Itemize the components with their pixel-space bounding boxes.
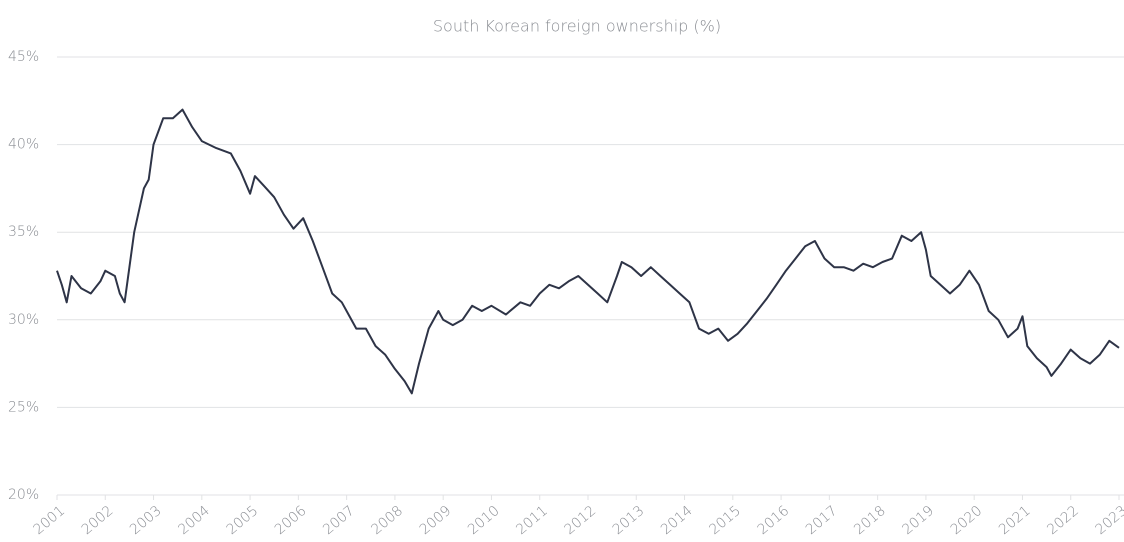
x-tick-label: 2004 (175, 503, 213, 538)
x-tick-label: 2016 (755, 503, 793, 538)
chart-title: South Korean foreign ownership (%) (433, 17, 721, 36)
y-tick-label: 35% (8, 224, 39, 240)
y-tick-label: 25% (8, 399, 39, 415)
x-tick-label: 2013 (610, 503, 648, 538)
x-tick-label: 2022 (1044, 503, 1082, 538)
x-tick-label: 2008 (368, 503, 406, 538)
y-tick-label: 45% (8, 49, 39, 65)
x-tick-label: 2012 (562, 503, 600, 538)
x-tick-label: 2002 (79, 503, 117, 538)
x-tick-label: 2001 (31, 503, 69, 538)
x-tick-label: 2021 (996, 503, 1034, 538)
x-tick-label: 2006 (272, 503, 310, 538)
x-tick-label: 2005 (224, 503, 262, 538)
x-tick-label: 2014 (658, 503, 696, 538)
x-tick-label: 2017 (803, 503, 841, 538)
x-tick-label: 2015 (706, 503, 744, 538)
x-tick-label: 2018 (851, 503, 889, 538)
x-tick-label: 2011 (513, 503, 551, 538)
x-tick-label: 2023 (1093, 503, 1124, 538)
x-tick-label: 2019 (899, 503, 937, 538)
x-tick-label: 2010 (465, 503, 503, 538)
x-tick-label: 2009 (417, 503, 455, 538)
y-tick-label: 20% (8, 487, 39, 503)
series-line (56, 108, 1120, 395)
y-tick-label: 30% (8, 312, 39, 328)
x-tick-label: 2007 (320, 503, 358, 538)
x-tick-label: 2003 (127, 503, 165, 538)
x-tick-label: 2020 (948, 503, 986, 538)
y-tick-label: 40% (8, 137, 39, 153)
